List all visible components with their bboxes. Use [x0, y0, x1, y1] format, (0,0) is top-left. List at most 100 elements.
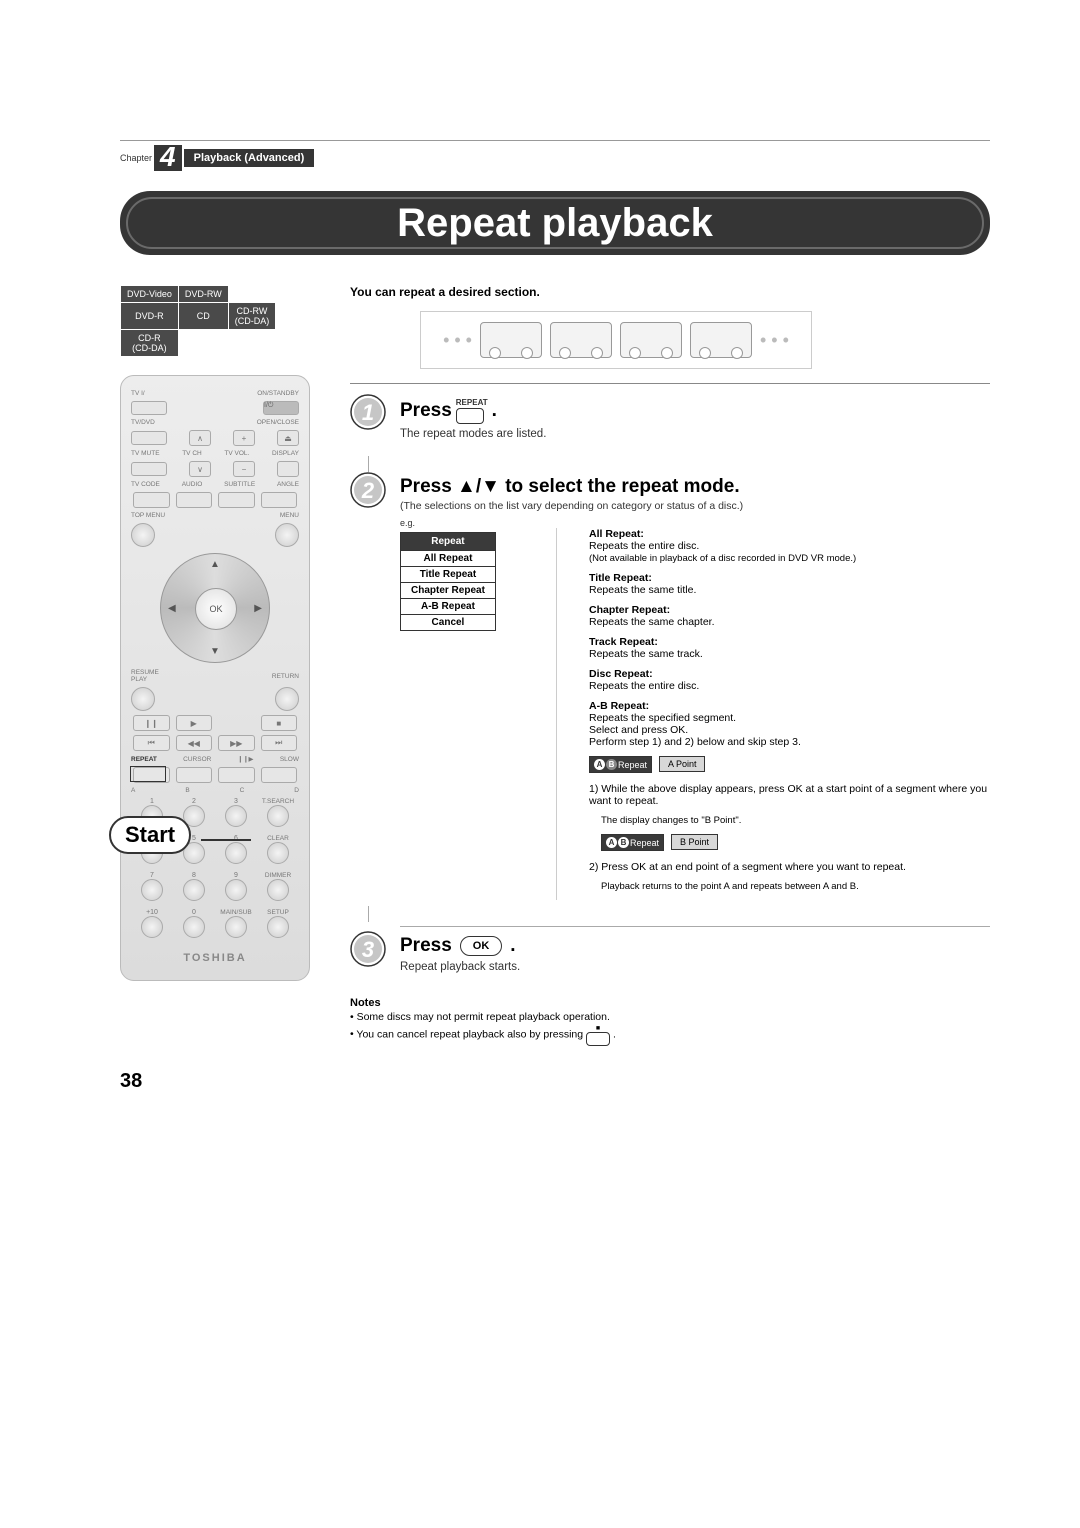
remote-button[interactable] [267, 805, 289, 827]
remote-digit: 8 [192, 872, 196, 879]
remote-button[interactable] [225, 879, 247, 901]
remote-label: MENU [280, 512, 299, 519]
remote-digit: 5 [192, 835, 196, 842]
repeat-modes-descriptions: All Repeat: Repeats the entire disc. (No… [589, 528, 990, 900]
remote-button[interactable] [261, 767, 298, 783]
remote-button[interactable]: ▶▶ [218, 735, 255, 751]
remote-digit: 1 [150, 798, 154, 805]
disc-cell: DVD-RW [178, 286, 228, 303]
notes-list: Some discs may not permit repeat playbac… [350, 1011, 990, 1046]
remote-button[interactable]: − [233, 461, 255, 477]
section-title: Repeat playback [168, 199, 942, 247]
mode-heading: Title Repeat: [589, 572, 652, 584]
ok-button-icon: OK [460, 936, 503, 956]
chapter-bar: Chapter 4 Playback (Advanced) [120, 145, 990, 171]
mode-desc: Perform step 1) and 2) below and skip st… [589, 736, 801, 748]
step-badge-1: 1 [350, 394, 386, 430]
remote-dpad[interactable]: OK ▲ ▼ ◀ ▶ [160, 553, 270, 663]
remote-button[interactable] [225, 916, 247, 938]
repeat-menu-header: Repeat [401, 533, 496, 551]
step1-title: Press [400, 400, 452, 422]
disc-type-table: DVD-Video DVD-RW DVD-R CD CD-RW (CD-DA) … [120, 285, 276, 357]
remote-label: TV CH [182, 450, 202, 457]
svg-text:3: 3 [362, 937, 374, 962]
remote-label: TV/DVD [131, 419, 155, 426]
remote-button[interactable] [261, 492, 298, 508]
remote-label: DIMMER [265, 872, 291, 879]
remote-button[interactable] [275, 523, 299, 547]
remote-button[interactable] [141, 916, 163, 938]
remote-button[interactable] [176, 767, 213, 783]
remote-button[interactable] [183, 879, 205, 901]
remote-label: TV I/ [131, 390, 145, 397]
remote-button[interactable] [275, 687, 299, 711]
remote-label: SUBTITLE [224, 481, 255, 488]
svg-text:1: 1 [362, 400, 374, 425]
remote-button[interactable]: ∧ [189, 430, 211, 446]
remote-button[interactable] [277, 461, 299, 477]
remote-button[interactable] [267, 879, 289, 901]
remote-button[interactable]: ■ [261, 715, 298, 731]
remote-button[interactable] [225, 842, 247, 864]
remote-label: TV VOL. [224, 450, 249, 457]
svg-text:2: 2 [361, 478, 375, 503]
ab-b-point: B Point [671, 834, 718, 850]
remote-button[interactable] [131, 687, 155, 711]
remote-button[interactable] [176, 492, 213, 508]
chapter-title: Playback (Advanced) [184, 149, 315, 167]
ab-badge-label: Repeat [618, 760, 647, 770]
remote-button[interactable]: ∨ [189, 461, 211, 477]
repeat-menu-table: Repeat All Repeat Title Repeat Chapter R… [400, 532, 496, 631]
ab-a-icon: A [606, 837, 617, 848]
remote-button[interactable]: ⏭ [261, 735, 298, 751]
remote-ok-button[interactable]: OK [195, 588, 237, 630]
remote-label: CLEAR [267, 835, 289, 842]
remote-button[interactable] [267, 916, 289, 938]
page-number: 38 [120, 1070, 990, 1093]
remote-button[interactable] [141, 879, 163, 901]
ab-a-point: A Point [659, 756, 706, 772]
repeat-menu-item: All Repeat [401, 551, 496, 567]
mode-note: (Not available in playback of a disc rec… [589, 553, 856, 564]
disc-cell: CD-RW (CD-DA) [228, 303, 276, 330]
remote-button[interactable] [133, 492, 170, 508]
remote-label: TV MUTE [131, 450, 160, 457]
remote-button[interactable]: ❙❙ [133, 715, 170, 731]
mode-heading: Disc Repeat: [589, 668, 653, 680]
stop-button-icon: ■ [586, 1023, 610, 1046]
remote-button[interactable]: ▶ [176, 715, 213, 731]
remote-button[interactable] [183, 916, 205, 938]
remote-button[interactable] [131, 401, 167, 415]
remote-button[interactable] [225, 805, 247, 827]
disc-cell: CD-R (CD-DA) [121, 330, 179, 357]
step2-note: (The selections on the list vary dependi… [400, 500, 990, 512]
remote-highlight-box [130, 766, 166, 782]
step-2: 2 Press ▲/▼ to select the repeat mode. (… [350, 472, 990, 900]
chapter-label: Chapter [120, 153, 152, 163]
top-rule [120, 140, 990, 141]
step3-title: Press [400, 935, 452, 957]
remote-button[interactable]: ⏏ [277, 430, 299, 446]
step1-desc: The repeat modes are listed. [400, 428, 990, 440]
remote-button[interactable] [131, 523, 155, 547]
repeat-menu-item: A-B Repeat [401, 599, 496, 615]
remote-button[interactable] [131, 431, 167, 445]
remote-button[interactable]: ◀◀ [176, 735, 213, 751]
repeat-menu-item: Cancel [401, 615, 496, 631]
mode-desc: Repeats the entire disc. [589, 540, 699, 552]
remote-label: B [185, 787, 189, 794]
remote-button[interactable]: ⏮ [133, 735, 170, 751]
ab-a-icon: A [594, 759, 605, 770]
remote-label: T.SEARCH [262, 798, 294, 805]
remote-button[interactable] [218, 767, 255, 783]
remote-button[interactable]: + [233, 430, 255, 446]
mode-heading: All Repeat: [589, 528, 644, 540]
remote-button[interactable] [267, 842, 289, 864]
repeat-menu-item: Title Repeat [401, 567, 496, 583]
ab-badge-label: Repeat [630, 838, 659, 848]
ab-repeat-badge: A B Repeat [589, 756, 652, 773]
remote-button[interactable]: I/⏻ [263, 401, 299, 415]
ab-repeat-badge: A B Repeat [601, 834, 664, 851]
remote-button[interactable] [131, 462, 167, 476]
remote-button[interactable] [218, 492, 255, 508]
